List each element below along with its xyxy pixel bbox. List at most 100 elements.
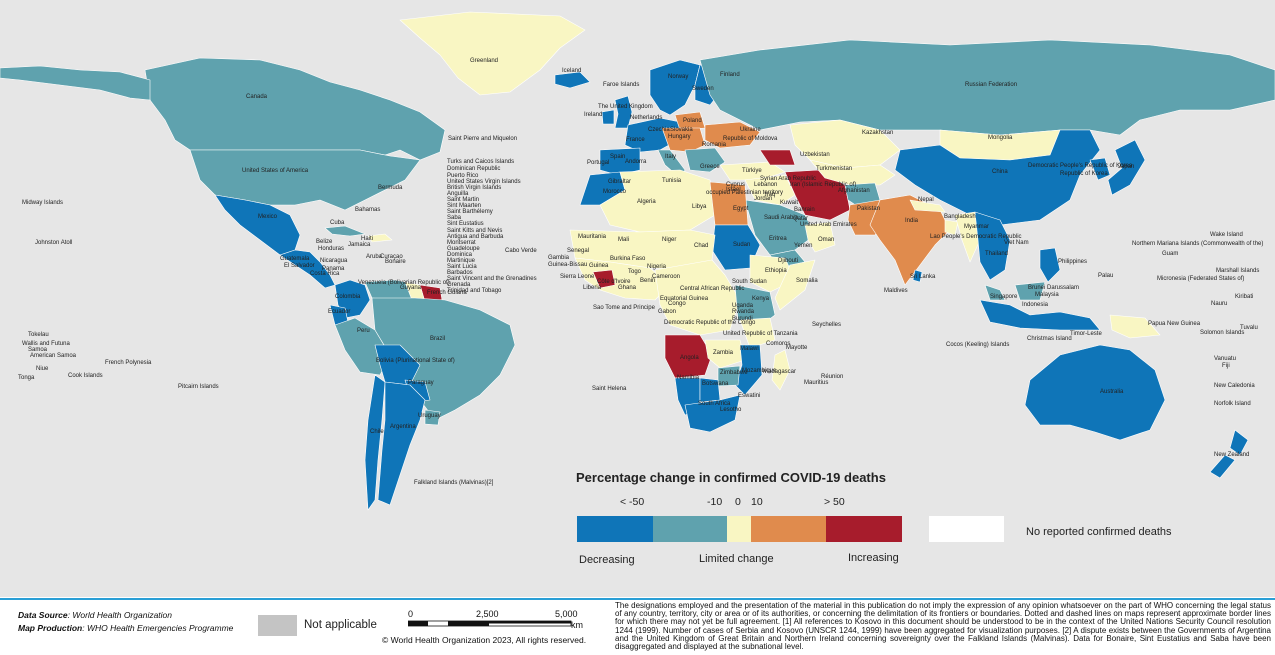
- map-label: Iraq: [765, 192, 775, 198]
- legend-swatch-limited: [727, 516, 751, 542]
- map-label: Algeria: [637, 199, 656, 205]
- map-label: Rwanda: [732, 309, 755, 315]
- country-turkey: [719, 161, 786, 181]
- map-label: Lebanon: [754, 182, 777, 188]
- map-label: Chile: [370, 429, 384, 435]
- footer: [0, 598, 1275, 655]
- map-label: Ukraine: [740, 127, 761, 133]
- map-label: Nigeria: [647, 264, 667, 270]
- data-source-value: : World Health Organization: [67, 610, 173, 620]
- map-label: Turks and Caicos Islands: [447, 159, 514, 165]
- map-label: Mayotte: [786, 345, 808, 351]
- map-label: Comoros: [766, 341, 790, 347]
- legend-tick: 10: [751, 496, 763, 508]
- map-label: Singapore: [990, 294, 1018, 300]
- map-label: Japan: [1118, 164, 1134, 170]
- map-label: Egypt: [733, 206, 749, 212]
- map-label: Bangladesh: [944, 214, 976, 220]
- country-caucasus: [759, 149, 796, 166]
- map-label: Thailand: [985, 251, 1008, 257]
- map-label: Djibouti: [778, 258, 798, 264]
- map-label: Saint Kitts and Nevis: [447, 228, 502, 234]
- map-label: Colombia: [335, 294, 361, 300]
- map-label: India: [905, 218, 919, 224]
- map-label: Niger: [662, 237, 676, 243]
- map-label: Netherlands: [630, 115, 662, 121]
- map-label: Republic of Moldova: [723, 136, 778, 142]
- country-korea-japan: [1089, 139, 1146, 196]
- map-label: Indonesia: [1022, 302, 1049, 308]
- map-label: Afghanistan: [838, 188, 870, 194]
- map-label: Trinidad and Tobago: [447, 288, 502, 294]
- map-label: Sri Lanka: [910, 274, 936, 280]
- map-label: Equatorial Guinea: [660, 296, 709, 302]
- caribbean-labels: Turks and Caicos Islands Dominican Repub…: [366, 159, 537, 294]
- map-label: Antigua and Barbuda: [447, 234, 504, 240]
- map-label: Central African Republic: [680, 286, 744, 292]
- map-label: Bonaire: [385, 259, 406, 265]
- map-label: Côte d'Ivoire: [597, 279, 631, 285]
- map-label: Pitcairn Islands: [178, 384, 219, 390]
- map-label: Curaçao: [380, 254, 403, 260]
- map-label: Martinique: [447, 258, 476, 264]
- map-label: Sint Eustatius: [447, 221, 484, 227]
- map-label: Ghana: [618, 285, 637, 291]
- legend-tick: > 50: [824, 496, 845, 508]
- country-sierra-leone: [592, 269, 616, 289]
- country-cuba: [324, 225, 366, 237]
- map-label: Senegal: [567, 248, 589, 254]
- map-label: United States Virgin Islands: [447, 179, 521, 185]
- map-label: Czechia: [648, 127, 670, 133]
- map-label: Mozambique: [742, 368, 777, 374]
- map-label: Kenya: [752, 296, 770, 302]
- map-label: Finland: [720, 72, 740, 78]
- map-label: Somalia: [796, 278, 818, 284]
- map-label: Kuwait: [780, 200, 798, 206]
- map-label: Philippines: [1058, 259, 1087, 265]
- map-label: Viet Nam: [1004, 240, 1029, 246]
- data-source: Data Source: World Health Organization: [18, 610, 172, 620]
- map-label: Gambia: [548, 255, 570, 261]
- legend-swatch-increasing-strong: [826, 516, 902, 542]
- map-label: Cameroon: [652, 274, 680, 280]
- not-applicable-swatch: [258, 615, 297, 636]
- country-angola: [664, 334, 713, 379]
- copyright: © World Health Organization 2023, All ri…: [382, 635, 587, 645]
- map-label: Poland: [683, 118, 702, 124]
- map-label: New Zealand: [1214, 452, 1249, 458]
- map-label: Mauritania: [578, 234, 607, 240]
- map-label: Eritrea: [769, 236, 787, 242]
- map-label: Madagascar: [763, 369, 796, 375]
- country-tanzania: [739, 317, 776, 349]
- map-label: South Africa: [698, 401, 731, 407]
- map-label: Syrian Arab Republic: [760, 176, 816, 182]
- map-label: Turkmenistan: [816, 166, 852, 172]
- legend-tick: < -50: [620, 496, 645, 508]
- map-label: Guatemala: [280, 256, 310, 262]
- map-label: Seychelles: [812, 322, 841, 328]
- map-label: Fiji: [1222, 363, 1230, 369]
- country-china: [894, 129, 1101, 226]
- map-label: Bahrain: [794, 207, 815, 213]
- country-alaska: [0, 65, 151, 101]
- map-label: Norfolk Island: [1214, 401, 1251, 407]
- map-label: Greenland: [470, 58, 498, 64]
- map-label: Bahamas: [355, 207, 380, 213]
- map-label: Saba: [447, 215, 462, 221]
- map-label: France: [626, 137, 645, 143]
- map-label: Kazakhstan: [862, 130, 893, 136]
- country-balkans: [684, 147, 726, 173]
- map-label: Congo: [668, 301, 686, 307]
- map-label: Oman: [818, 237, 834, 243]
- map-label: Saint Martin: [447, 197, 479, 203]
- map-label: Burkina Faso: [610, 256, 646, 262]
- map-label: United States of America: [242, 168, 309, 174]
- map-label: Iceland: [562, 68, 581, 74]
- scale-label: 2,500: [476, 609, 499, 619]
- map-label: Israel: [726, 187, 741, 193]
- map-label: Cyprus: [726, 182, 745, 188]
- map-label: Jamaica: [348, 242, 371, 248]
- map-label: Guadeloupe: [447, 246, 480, 252]
- map-label: Malaysia: [1035, 292, 1059, 298]
- legend-swatch-decreasing-strong: [577, 516, 653, 542]
